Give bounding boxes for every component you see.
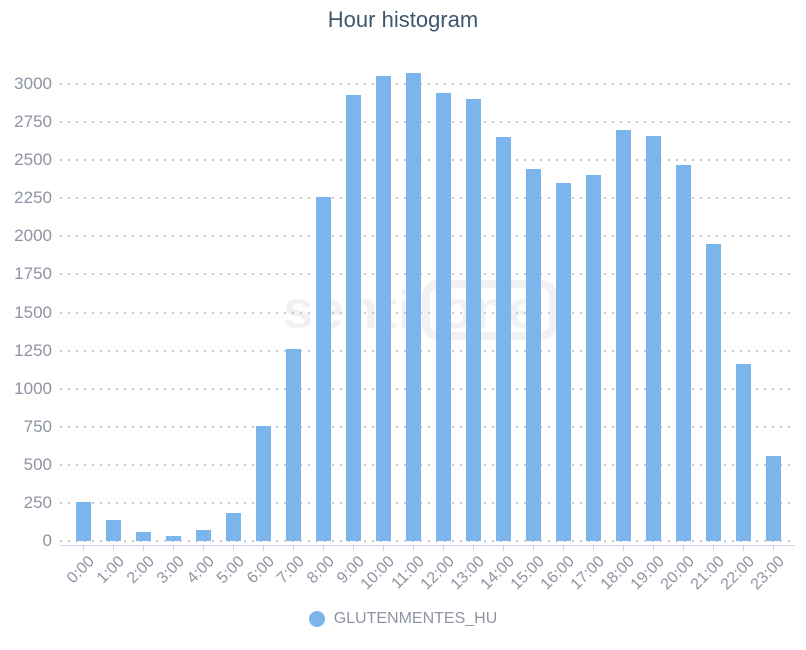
bar-19:00[interactable] bbox=[645, 135, 661, 541]
x-axis-tick bbox=[593, 545, 595, 551]
legend-marker-icon bbox=[308, 611, 325, 627]
x-axis-tick bbox=[413, 545, 415, 551]
y-axis-tick-label: 0 bbox=[42, 531, 52, 550]
bar-17:00[interactable] bbox=[585, 174, 601, 541]
y-gridline bbox=[60, 159, 795, 162]
y-gridline bbox=[60, 540, 795, 542]
y-gridline bbox=[60, 501, 795, 504]
x-axis-tick bbox=[653, 545, 655, 551]
bar-9:00[interactable] bbox=[345, 94, 361, 541]
x-axis-tick bbox=[113, 545, 115, 551]
y-gridline bbox=[60, 311, 795, 314]
x-axis-tick bbox=[383, 545, 385, 551]
y-axis-tick-label: 2000 bbox=[14, 226, 52, 246]
y-axis-tick-label: 500 bbox=[23, 454, 52, 474]
legend-item[interactable]: GLUTENMENTES_HU bbox=[0, 610, 806, 628]
x-axis-tick bbox=[173, 545, 175, 551]
x-axis-tick bbox=[263, 545, 265, 551]
bar-3:00[interactable] bbox=[165, 535, 181, 541]
y-axis-tick-label: 1250 bbox=[14, 340, 52, 360]
y-axis-tick-label: 3000 bbox=[14, 74, 52, 94]
plot-area bbox=[60, 46, 795, 542]
y-gridline bbox=[60, 121, 795, 124]
x-axis-tick bbox=[353, 545, 355, 551]
y-gridline bbox=[60, 273, 795, 276]
y-axis-tick-label: 1750 bbox=[14, 264, 52, 284]
y-gridline bbox=[60, 197, 795, 200]
bar-4:00[interactable] bbox=[195, 530, 211, 541]
bar-11:00[interactable] bbox=[405, 72, 421, 541]
y-axis-tick-label: 2250 bbox=[14, 188, 52, 208]
bar-16:00[interactable] bbox=[555, 183, 571, 541]
x-axis-tick bbox=[563, 545, 565, 551]
bar-8:00[interactable] bbox=[315, 196, 331, 541]
bar-7:00[interactable] bbox=[285, 349, 301, 541]
y-axis-tick-label: 1000 bbox=[14, 378, 52, 398]
x-axis-tick bbox=[503, 545, 505, 551]
bar-23:00[interactable] bbox=[765, 456, 781, 541]
y-gridline bbox=[60, 235, 795, 238]
bar-5:00[interactable] bbox=[225, 512, 241, 541]
y-axis-tick-label: 1500 bbox=[14, 302, 52, 322]
x-axis-tick bbox=[143, 545, 145, 551]
bar-14:00[interactable] bbox=[495, 137, 511, 541]
bar-20:00[interactable] bbox=[675, 164, 691, 541]
bar-10:00[interactable] bbox=[375, 75, 391, 541]
legend-label: GLUTENMENTES_HU bbox=[333, 610, 498, 627]
y-gridline bbox=[60, 425, 795, 428]
x-axis-line bbox=[60, 545, 795, 546]
x-axis-tick bbox=[533, 545, 535, 551]
y-gridline bbox=[60, 349, 795, 352]
bar-1:00[interactable] bbox=[105, 520, 121, 541]
x-axis-tick bbox=[743, 545, 745, 551]
bar-22:00[interactable] bbox=[735, 363, 751, 541]
x-axis-tick bbox=[233, 545, 235, 551]
x-axis-tick bbox=[473, 545, 475, 551]
bar-6:00[interactable] bbox=[255, 426, 271, 541]
bar-13:00[interactable] bbox=[465, 99, 481, 541]
y-axis-tick-label: 750 bbox=[23, 416, 52, 436]
bar-18:00[interactable] bbox=[615, 129, 631, 541]
bar-0:00[interactable] bbox=[75, 502, 91, 541]
x-axis-tick bbox=[623, 545, 625, 551]
y-axis-tick-label: 2500 bbox=[14, 150, 52, 170]
x-axis-tick bbox=[203, 545, 205, 551]
y-gridline bbox=[60, 83, 795, 86]
y-axis-tick-label: 2750 bbox=[14, 112, 52, 132]
bar-15:00[interactable] bbox=[525, 168, 541, 541]
x-axis-tick bbox=[683, 545, 685, 551]
watermark-box: one bbox=[422, 280, 558, 340]
x-axis-tick bbox=[773, 545, 775, 551]
bar-12:00[interactable] bbox=[435, 93, 451, 541]
x-axis-tick bbox=[83, 545, 85, 551]
x-axis-tick bbox=[443, 545, 445, 551]
y-gridline bbox=[60, 463, 795, 466]
bar-21:00[interactable] bbox=[705, 244, 721, 541]
y-gridline bbox=[60, 387, 795, 390]
x-axis-tick bbox=[293, 545, 295, 551]
x-axis-tick bbox=[713, 545, 715, 551]
bar-2:00[interactable] bbox=[135, 531, 151, 541]
x-axis-tick bbox=[323, 545, 325, 551]
y-axis-tick-label: 250 bbox=[23, 492, 52, 512]
chart-title: Hour histogram bbox=[327, 7, 479, 32]
